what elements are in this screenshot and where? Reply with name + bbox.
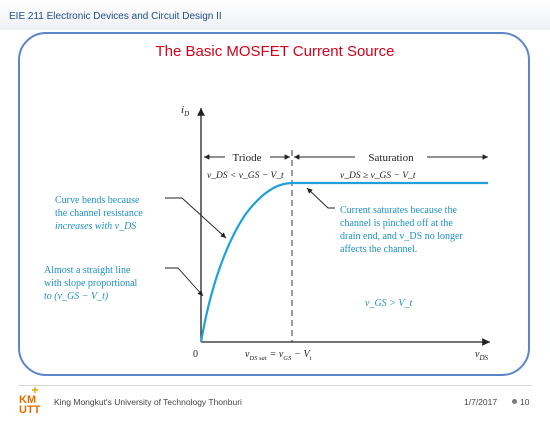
footer-divider	[18, 385, 532, 386]
origin-label: 0	[193, 349, 198, 360]
svg-text:channel is pinched off at the: channel is pinched off at the	[340, 218, 453, 229]
svg-text:Current saturates because the: Current saturates because the	[340, 205, 457, 216]
svg-text:KM: KM	[19, 394, 36, 406]
svg-text:UTT: UTT	[19, 404, 41, 414]
svg-text:Curve bends because: Curve bends because	[55, 195, 140, 206]
svg-text:the channel resistance: the channel resistance	[55, 208, 143, 219]
pointer-saturates	[306, 187, 335, 209]
institution-name: King Mongkut's University of Technology …	[54, 397, 242, 407]
svg-text:affects the channel.: affects the channel.	[340, 244, 417, 255]
note-straight-line: Almost a straight line with slope propor…	[44, 265, 138, 302]
note-curve-bends: Curve bends because the channel resistan…	[55, 195, 143, 232]
saturation-condition: v_DS ≥ v_GS − V_t	[340, 171, 416, 181]
triode-condition: v_DS < v_GS − V_t	[207, 171, 284, 181]
pointer-straight-line	[165, 267, 204, 297]
vgs-condition: v_GS > V_t	[365, 298, 413, 309]
slide-title: The Basic MOSFET Current Source	[155, 43, 395, 60]
slide-number: 10	[520, 397, 530, 407]
y-axis-label: iD	[181, 104, 189, 118]
slide-date: 1/7/2017	[464, 397, 498, 407]
note-saturates: Current saturates because the channel is…	[340, 205, 463, 255]
header-bar: EIE 211 Electronic Devices and Circuit D…	[0, 0, 550, 30]
vdssat-label: vDS sat = vGS − Vt	[245, 349, 312, 362]
course-title: EIE 211 Electronic Devices and Circuit D…	[9, 11, 222, 22]
pointer-curve-bends	[165, 197, 227, 239]
bullet-dot-icon	[512, 399, 517, 404]
svg-text:Almost a straight line: Almost a straight line	[44, 265, 131, 276]
svg-text:increases with v_DS: increases with v_DS	[55, 221, 136, 232]
triode-label: Triode	[233, 152, 262, 164]
kmutt-logo: KM UTT	[19, 387, 41, 414]
svg-text:with slope proportional: with slope proportional	[44, 278, 138, 289]
svg-text:to (v_GS − V_t): to (v_GS − V_t)	[44, 291, 109, 302]
svg-text:drain end, and v_DS no longer: drain end, and v_DS no longer	[340, 231, 463, 242]
x-axis-label: vDS	[475, 349, 489, 362]
id-vds-curve	[199, 181, 488, 343]
saturation-label: Saturation	[368, 152, 414, 164]
slide-frame	[18, 32, 530, 376]
